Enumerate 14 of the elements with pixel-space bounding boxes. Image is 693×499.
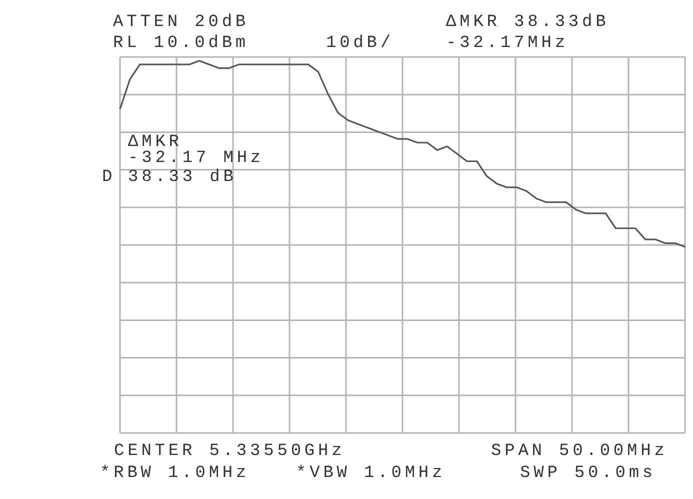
text: *RBW 1.0MHz (100, 464, 250, 483)
text: SPAN 50.00MHz (491, 442, 668, 461)
text: 10dB/ (326, 34, 394, 53)
text: ATTEN 20dB (113, 13, 250, 32)
annotation: -32.17 MHz (128, 149, 264, 168)
text: RL 10.0dBm (113, 34, 250, 53)
annotation: ΔMKR (128, 133, 182, 152)
annotation: 38.33 dB (128, 168, 237, 187)
text: SWP 50.0ms (520, 464, 656, 483)
text: *VBW 1.0MHz (296, 464, 446, 483)
text: -32.17MHz (446, 34, 568, 53)
text: CENTER 5.33550GHz (114, 442, 346, 461)
text: D (102, 168, 116, 187)
text: ΔMKR 38.33dB (446, 13, 610, 32)
